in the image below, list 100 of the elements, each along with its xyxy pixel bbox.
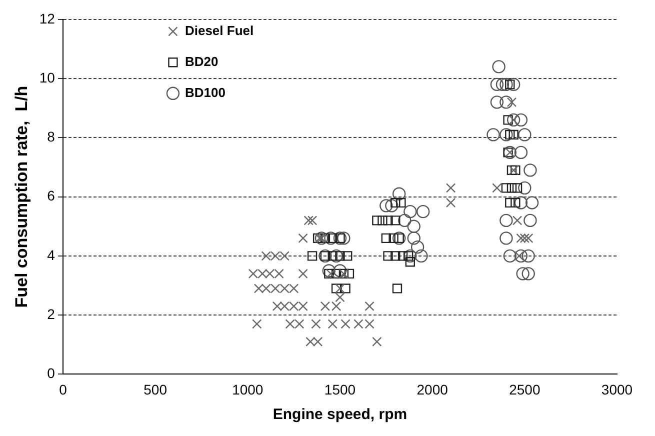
point [364,301,374,312]
point [500,214,513,228]
legend-label: BD20 [184,54,218,69]
point [320,233,330,244]
point [331,268,342,279]
point [500,128,513,142]
point [506,183,517,193]
point [322,264,336,278]
point [285,319,295,329]
point [505,130,515,140]
point [280,284,290,294]
point [410,240,424,254]
point [280,301,290,312]
point [364,319,374,329]
point [320,301,330,312]
point [524,214,537,228]
legend-label: BD100 [184,84,226,100]
y-tick-label: 4 [47,246,56,263]
point [288,284,299,294]
point [396,198,406,208]
point [383,251,393,261]
point [312,336,323,347]
point [331,284,342,294]
point [331,301,342,312]
point [270,251,280,261]
point [416,204,430,218]
point [496,78,510,92]
y-tick-label: 2 [47,306,56,322]
point [248,268,258,279]
point [306,336,316,347]
point [446,183,456,193]
point [518,181,532,195]
point [392,284,402,294]
point [392,187,406,200]
point [333,264,347,278]
point [490,78,504,92]
point [525,196,539,210]
point [264,268,275,279]
point [492,183,502,193]
point [298,301,308,312]
point [280,251,290,261]
point [403,251,414,261]
point [503,115,513,125]
point [378,216,388,226]
point [522,249,535,263]
x-tick-label: 2500 [509,381,540,398]
point [342,251,352,261]
point [261,251,271,261]
point [503,249,516,263]
point [390,198,400,208]
point [344,268,354,279]
point [304,216,314,226]
point [404,249,417,263]
x-tick-label: 2000 [416,381,448,398]
point [311,319,321,329]
point [524,233,534,244]
x-tick-label: 1500 [324,381,356,398]
point [524,164,537,177]
legend-label: Diesel Fuel [184,22,254,38]
y-tick-label: 0 [47,365,56,382]
point [328,319,338,329]
point [390,251,400,261]
x-axis-title: Engine speed, rpm [272,406,408,424]
point [510,198,520,208]
y-axis-title: Fuel consumption rate, L/h [12,86,31,308]
point [294,319,304,329]
point [340,319,350,329]
point [490,96,504,109]
point [414,249,428,263]
point [272,301,282,312]
x-tick-label: 1000 [232,381,264,398]
point [512,216,522,226]
x-tick-label: 500 [144,381,168,398]
point [405,257,416,267]
point [522,267,535,280]
point [372,216,382,226]
point [254,284,264,294]
point [512,183,522,193]
point [390,216,400,226]
point [383,216,393,226]
point [486,128,500,142]
point [328,233,338,244]
point [274,268,284,279]
y-tick-label: 6 [47,188,56,204]
point [258,268,268,279]
point [505,198,515,208]
point [354,319,364,329]
point [385,199,398,212]
point [407,220,420,233]
point [492,60,506,74]
point [270,284,280,294]
point [388,233,398,244]
point [261,284,271,294]
point [514,146,528,160]
point [298,268,308,279]
point [514,249,528,263]
point [381,233,391,244]
point [398,214,412,228]
point [404,204,417,218]
point [446,198,456,208]
